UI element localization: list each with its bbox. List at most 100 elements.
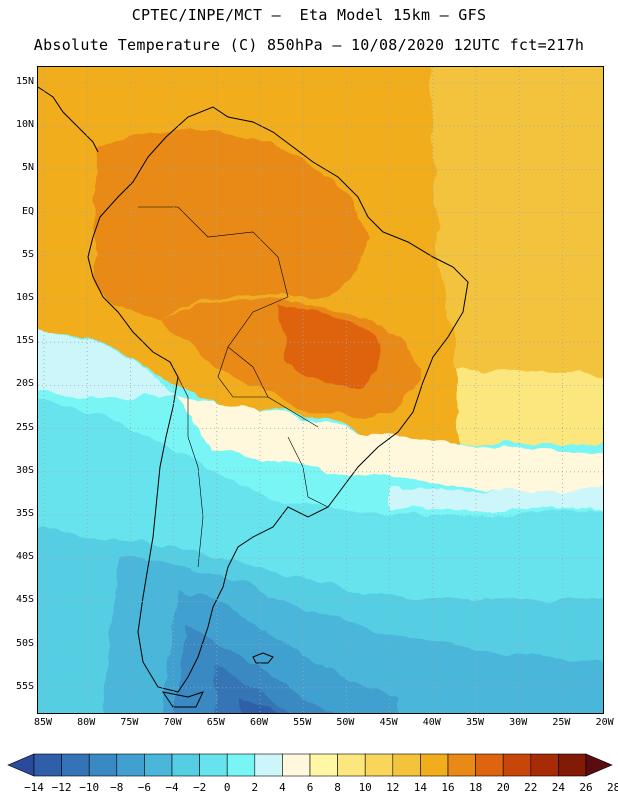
central-america-coast — [38, 86, 99, 153]
lon-tick-label: 70W — [163, 717, 182, 728]
colorbar-swatch — [502, 753, 532, 777]
colorbar-tick-label: 4 — [279, 781, 286, 794]
temperature-field — [38, 67, 603, 713]
colorbar-swatch — [364, 753, 394, 777]
graticule — [38, 67, 603, 713]
colorbar-swatch — [282, 753, 311, 777]
border-argentina-uruguay — [287, 436, 329, 508]
lon-tick-label: 85W — [33, 717, 53, 728]
field-amazon-18-20 — [93, 129, 368, 317]
colorbar-tick-label: −14 — [24, 781, 44, 794]
lon-tick-label: 65W — [206, 717, 225, 728]
country-borders — [138, 206, 329, 568]
colorbar-tick-label: −10 — [79, 781, 100, 794]
field-hotspot-20-22 — [278, 307, 381, 387]
colorbar-swatch — [171, 753, 200, 777]
field-ocean-14-16 — [428, 67, 603, 447]
lat-tick-label: 35S — [15, 508, 34, 519]
colorbar-tick-label: 2 — [251, 781, 259, 794]
lat-tick-label: 50S — [15, 637, 34, 649]
colorbar-tick-label: 6 — [306, 781, 314, 794]
colorbar-tick-label: 22 — [524, 781, 538, 794]
colorbar-tick-label: 18 — [468, 781, 483, 794]
lat-tick-label: 15N — [15, 76, 34, 87]
colorbar-swatch — [420, 753, 449, 777]
lat-tick-label: 45S — [15, 594, 34, 606]
chart-title-line-1: CPTEC/INPE/MCT – Eta Model 15km – GFS — [131, 6, 487, 24]
lat-tick-label: 10N — [15, 119, 34, 131]
map-canvas — [38, 67, 603, 713]
colorbar-tick-label: 8 — [334, 781, 341, 794]
colorbar-tick-label: −8 — [110, 781, 124, 794]
field-6-8 — [178, 397, 603, 497]
colorbar-tick-label: 10 — [358, 781, 372, 794]
border-andes — [177, 376, 204, 568]
colorbar-tick-label: 12 — [386, 781, 400, 794]
coastlines — [38, 86, 469, 708]
colorbar-swatch — [337, 753, 366, 777]
colorbar-swatch — [33, 753, 62, 777]
colorbar-tick-label: −12 — [51, 781, 72, 794]
tierra-del-fuego — [161, 691, 204, 708]
colorbar-swatch — [199, 753, 228, 777]
lat-tick-label: 40S — [15, 551, 34, 563]
border-brazil-west — [138, 206, 319, 428]
colorbar-tick-label: 26 — [579, 781, 593, 794]
colorbar-swatch — [254, 753, 283, 777]
field-10-12 — [458, 367, 603, 465]
colorbar-tick-label: 14 — [413, 781, 428, 794]
falkland-islands — [252, 652, 274, 664]
colorbar-min-arrow — [7, 753, 35, 777]
lat-tick-label: 10S — [15, 292, 34, 303]
lon-tick-label: 55W — [293, 717, 312, 728]
lat-tick-label: 30S — [15, 464, 34, 476]
colorbar-swatch — [447, 753, 476, 777]
colorbar-swatch — [88, 753, 118, 777]
colorbar-swatch — [61, 753, 90, 777]
colorbar-tick-label: 28 — [606, 781, 618, 794]
lat-tick-label: 25S — [15, 421, 34, 433]
lon-tick-label: 30W — [509, 717, 528, 728]
lat-tick-label: 5N — [21, 162, 34, 174]
colorbar-tick-label: −6 — [137, 781, 152, 794]
colorbar-swatch — [144, 753, 173, 777]
colorbar-swatch — [116, 753, 145, 777]
lon-tick-label: 25W — [552, 717, 571, 728]
colorbar-tick-label: 0 — [223, 781, 231, 794]
lat-tick-label: EQ — [21, 205, 34, 217]
colorbar-swatch — [475, 753, 504, 777]
lon-tick-label: 60W — [249, 717, 269, 728]
lon-tick-label: 80W — [77, 717, 96, 728]
lon-tick-label: 75W — [120, 717, 139, 728]
colorbar-swatch — [558, 753, 587, 777]
colorbar — [7, 753, 613, 777]
colorbar-swatch — [226, 753, 256, 777]
border-bolivia-paraguay — [217, 346, 268, 398]
field-minus10-minus8 — [213, 667, 293, 713]
temperature-map — [37, 66, 604, 714]
field-4-6-west — [38, 329, 178, 397]
colorbar-max-arrow — [585, 753, 613, 777]
lat-tick-label: 5S — [21, 248, 34, 260]
colorbar-swatch — [530, 753, 559, 777]
lon-tick-label: 20W — [595, 717, 614, 728]
colorbar-tick-label: 24 — [551, 781, 566, 794]
lon-tick-label: 50W — [336, 717, 355, 728]
field-minus8-minus6 — [172, 627, 331, 713]
south-america-coastline — [87, 106, 469, 693]
field-4-6-east — [388, 487, 603, 510]
colorbar-swatch — [392, 753, 421, 777]
field-minus12-minus10 — [238, 697, 286, 713]
lon-tick-label: 35W — [465, 717, 485, 728]
lat-tick-label: 55S — [15, 680, 34, 692]
colorbar-tick-label: −4 — [165, 781, 179, 794]
lat-tick-label: 15S — [15, 335, 34, 347]
colorbar-tick-label: 20 — [496, 781, 510, 794]
lon-tick-label: 40W — [422, 717, 441, 728]
lat-tick-label: 20S — [15, 378, 34, 390]
colorbar-tick-label: 16 — [441, 781, 455, 794]
chart-title-line-2: Absolute Temperature (C) 850hPa – 10/08/… — [33, 36, 585, 54]
lon-tick-label: 45W — [379, 717, 398, 728]
colorbar-tick-label: −2 — [192, 781, 207, 794]
colorbar-swatch — [309, 753, 338, 777]
